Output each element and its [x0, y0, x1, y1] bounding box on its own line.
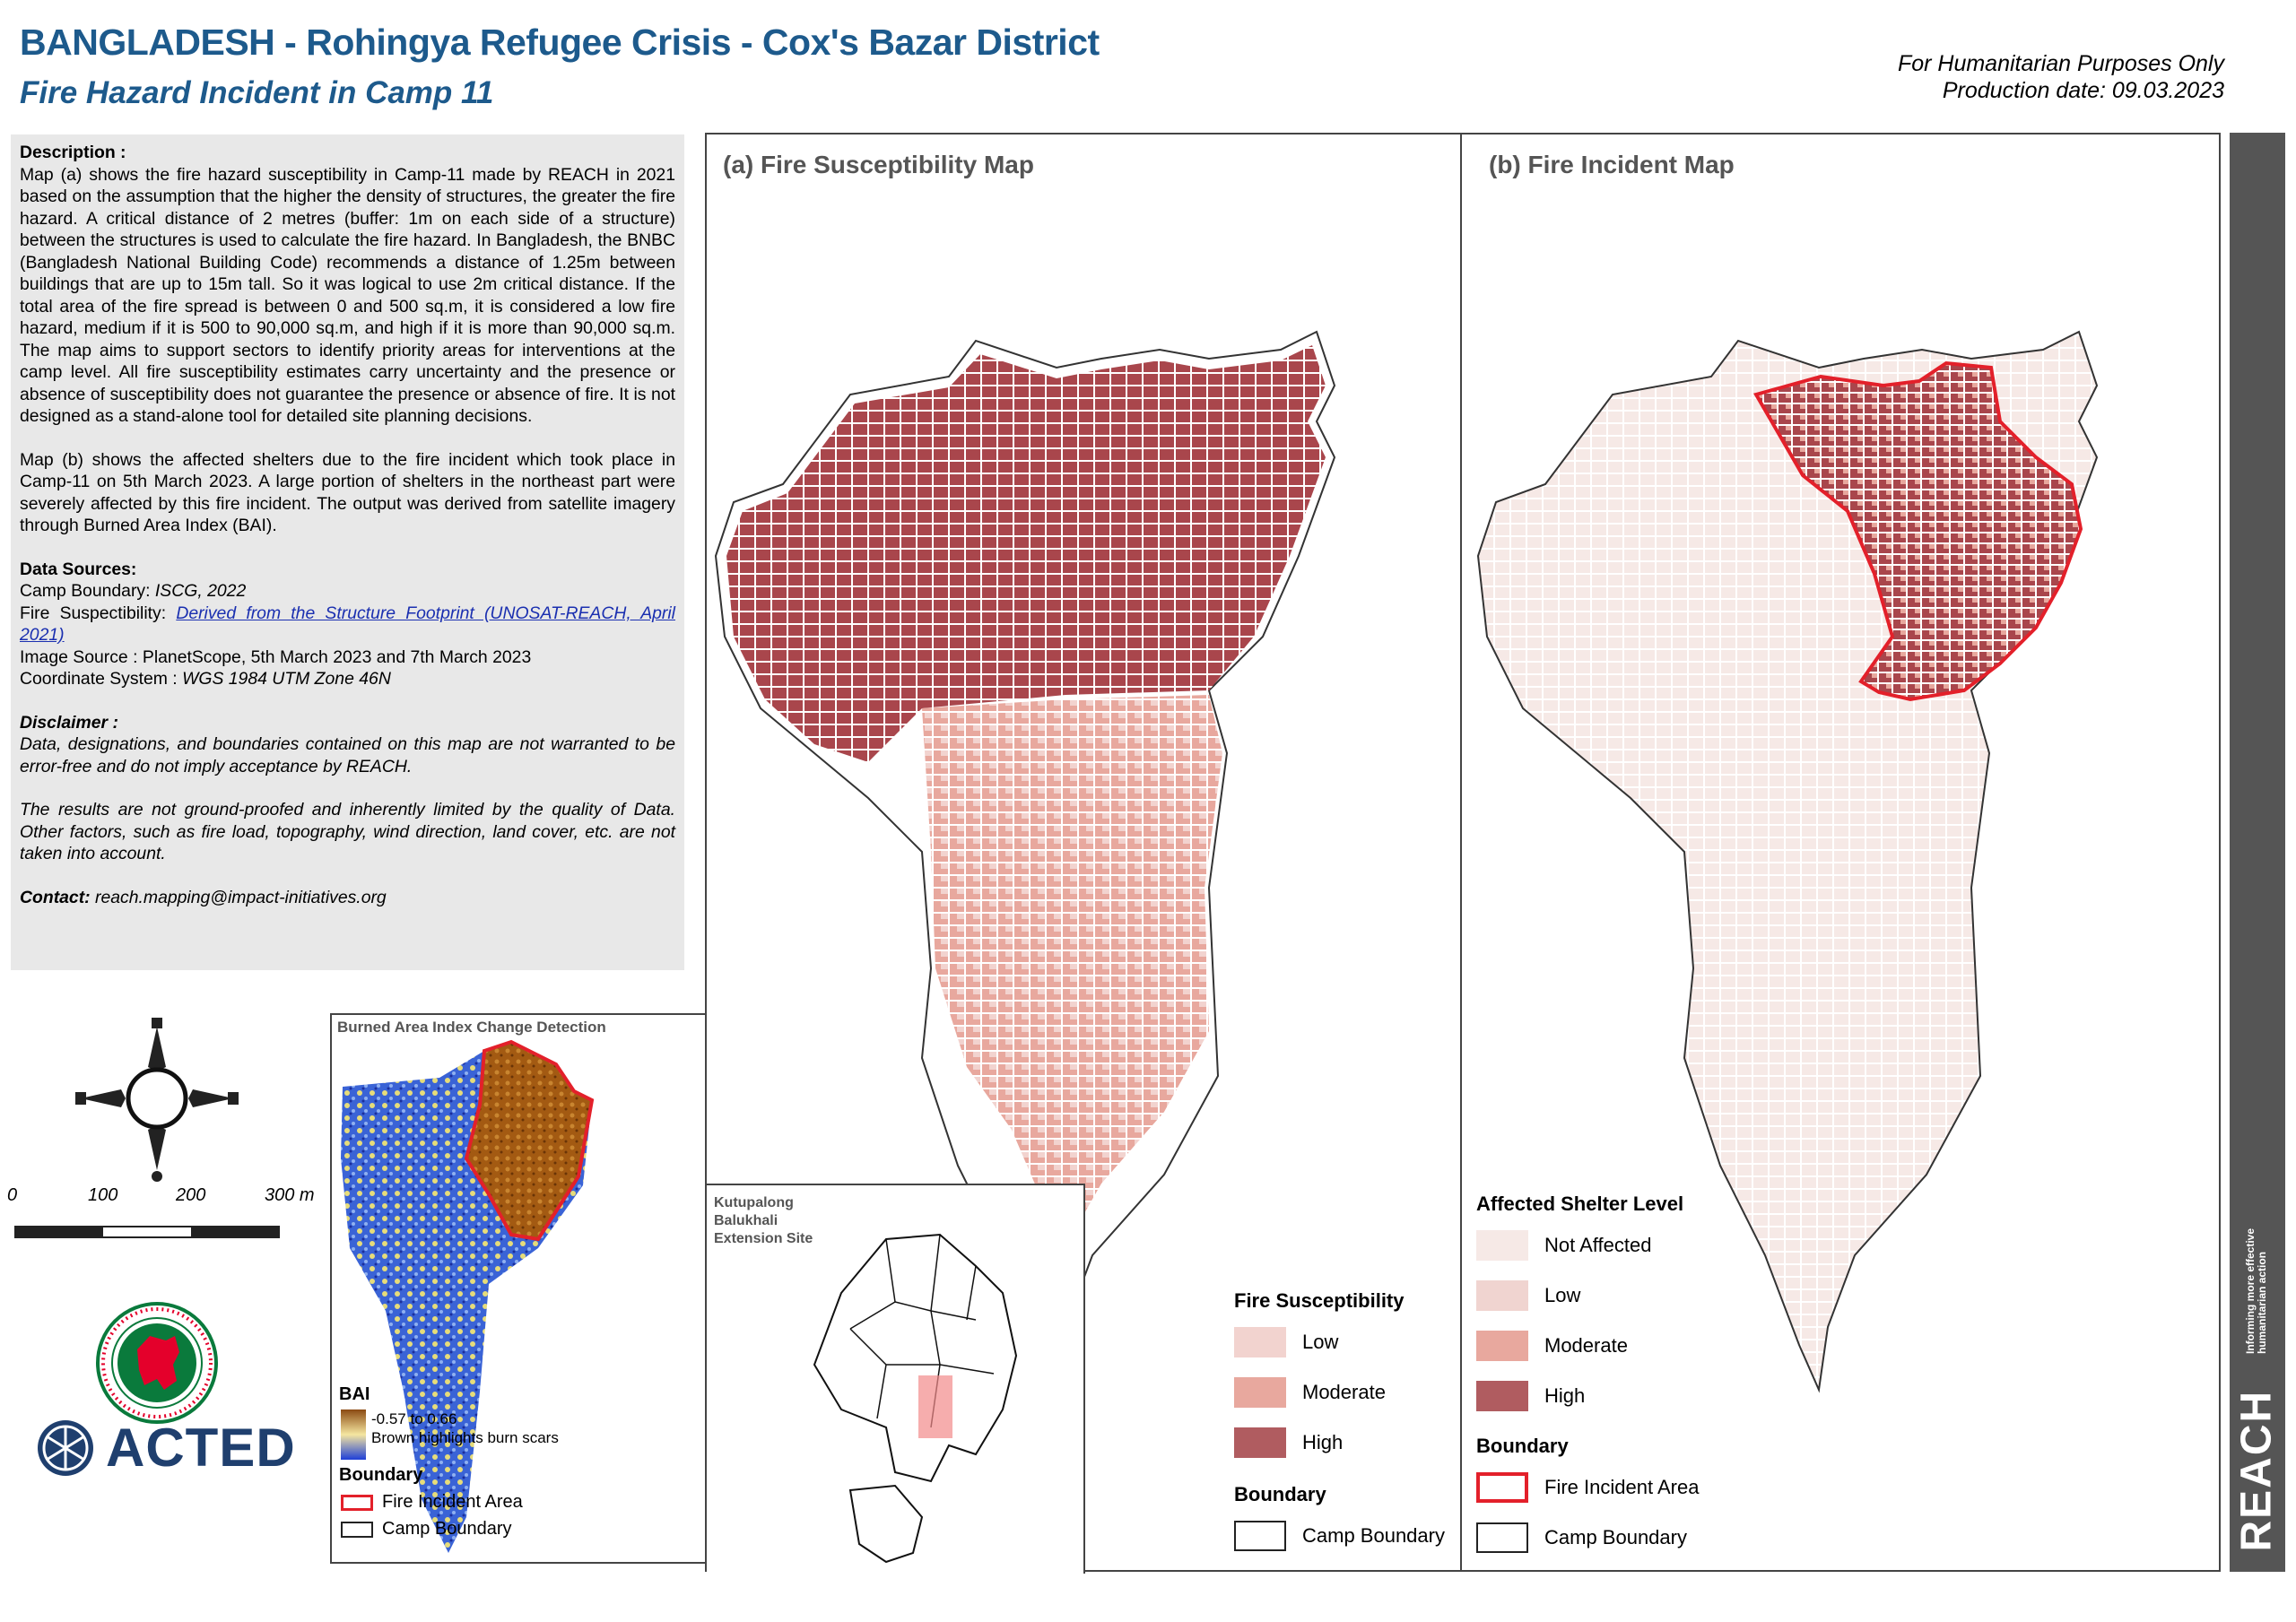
map-b-moderate-label: Moderate: [1544, 1334, 1628, 1357]
map-b-legend-moderate: Moderate: [1476, 1331, 1628, 1361]
scale-bar: [14, 1226, 280, 1238]
reach-logo-text: REACH: [2232, 1389, 2281, 1552]
map-b-boundary-title: Boundary: [1476, 1435, 1569, 1457]
bai-color-ramp: [341, 1409, 366, 1460]
image-source: Image Source : PlanetScope, 5th March 20…: [20, 646, 532, 667]
bai-legend-camp: Camp Boundary: [341, 1519, 512, 1540]
sources-heading: Data Sources:: [20, 559, 137, 579]
description-heading: Description :: [20, 143, 126, 162]
scale-labels: 0 100 200 300 m: [0, 1185, 323, 1212]
bai-map-title: Burned Area Index Change Detection: [337, 1019, 606, 1036]
scale-label-200: 200: [176, 1185, 206, 1205]
map-b-legend-not-affected: Not Affected: [1476, 1230, 1651, 1261]
map-b-camp-label: Camp Boundary: [1544, 1526, 1687, 1548]
map-b-legend-camp: Camp Boundary: [1476, 1522, 1687, 1553]
swatch-high: [1234, 1427, 1286, 1458]
bai-map-panel: Burned Area Index Change Detection BAI -…: [330, 1013, 707, 1564]
map-a-legend-low: Low: [1234, 1327, 1338, 1357]
bai-legend-title: BAI: [339, 1384, 370, 1404]
scale-label-0: 0: [7, 1185, 18, 1205]
map-a-moderate-label: Moderate: [1302, 1381, 1386, 1403]
map-title: BANGLADESH - Rohingya Refugee Crisis - C…: [20, 22, 1100, 63]
map-b-legend-title: Affected Shelter Level: [1476, 1193, 1684, 1215]
fire-susc-label: Fire Suspectibility:: [20, 603, 177, 623]
disclaimer-heading: Disclaimer :: [20, 712, 118, 733]
map-subtitle: Fire Hazard Incident in Camp 11: [20, 75, 494, 110]
swatch-b-high: [1476, 1381, 1528, 1411]
map-b-title: (b) Fire Incident Map: [1489, 151, 1735, 178]
description-panel: Description : Map (a) shows the fire haz…: [11, 134, 684, 970]
reach-sidebar: REACH Informing more effective humanitar…: [2230, 133, 2285, 1572]
swatch-low: [1234, 1327, 1286, 1357]
map-a-low-label: Low: [1302, 1331, 1339, 1353]
camp-boundary-label: Camp Boundary:: [20, 581, 155, 601]
fire-swatch: [341, 1494, 373, 1511]
bangladesh-gov-seal-icon: [96, 1302, 218, 1424]
reach-logo: REACH: [2231, 1330, 2283, 1563]
map-b-fire-label: Fire Incident Area: [1544, 1476, 1700, 1498]
acted-logo-text: ACTED: [106, 1418, 296, 1478]
map-b-legend-high: High: [1476, 1381, 1585, 1411]
bai-camp-label: Camp Boundary: [382, 1519, 512, 1539]
north-arrow-icon: [75, 1018, 239, 1182]
reach-tagline: Informing more effective humanitarian ac…: [2244, 1227, 2268, 1354]
map-a-legend-camp: Camp Boundary: [1234, 1521, 1445, 1551]
scale-label-100: 100: [88, 1185, 118, 1205]
acted-globe-icon: [38, 1420, 93, 1476]
camp-boundary-value: ISCG, 2022: [154, 581, 247, 601]
contact-email: reach.mapping@impact-initiatives.org: [95, 887, 387, 907]
map-a-title: (a) Fire Susceptibility Map: [723, 151, 1034, 178]
inset-title: Kutupalong Balukhali Extension Site: [714, 1195, 813, 1246]
map-b-panel: (b) Fire Incident Map Affected Shelter L…: [1460, 133, 2221, 1572]
swatch-b-low: [1476, 1280, 1528, 1311]
bai-fire-label: Fire Incident Area: [382, 1492, 523, 1512]
map-b-legend-low: Low: [1476, 1280, 1580, 1311]
map-a-panel: (a) Fire Susceptibility Map Kutupalong B…: [705, 133, 1462, 1574]
bai-range: -0.57 to 0.66: [371, 1410, 457, 1427]
scale-label-300: 300 m: [265, 1185, 315, 1205]
map-b-legend-fire: Fire Incident Area: [1476, 1472, 1699, 1503]
fire-incident-map: [1476, 330, 2099, 1393]
kutupalong-inset-map: [813, 1233, 1018, 1564]
map-a-legend-moderate: Moderate: [1234, 1377, 1386, 1408]
bai-note: Brown highlights burn scars: [371, 1429, 559, 1446]
map-b-low-label: Low: [1544, 1284, 1581, 1306]
map-a-legend-high: High: [1234, 1427, 1343, 1458]
description-para-2: Map (b) shows the affected shelters due …: [20, 449, 675, 536]
humanitarian-note: For Humanitarian Purposes Only Productio…: [1898, 50, 2224, 104]
description-para-1: Map (a) shows the fire hazard susceptibi…: [20, 164, 675, 427]
disclaimer-1: Data, designations, and boundaries conta…: [20, 734, 675, 776]
inset-map: Kutupalong Balukhali Extension Site: [707, 1184, 1085, 1574]
fire-susceptibility-map: [714, 330, 1336, 1393]
bai-legend-text: -0.57 to 0.66 Brown highlights burn scar…: [371, 1409, 559, 1447]
humanitarian-text: For Humanitarian Purposes Only: [1897, 51, 2224, 76]
production-date: Production date: 09.03.2023: [1942, 78, 2224, 103]
swatch-b-camp: [1476, 1522, 1528, 1553]
map-b-not-affected-label: Not Affected: [1544, 1234, 1652, 1256]
fire-susc-link[interactable]: Derived from the Structure Footprint (UN…: [20, 603, 675, 646]
disclaimer-2: The results are not ground-proofed and i…: [20, 800, 675, 863]
map-b-high-label: High: [1544, 1384, 1586, 1407]
bai-raster-map: [341, 1039, 595, 1553]
camp-swatch: [341, 1521, 373, 1538]
swatch-b-moderate: [1476, 1331, 1528, 1361]
swatch-moderate: [1234, 1377, 1286, 1408]
map-a-high-label: High: [1302, 1431, 1344, 1453]
map-a-legend-title: Fire Susceptibility: [1234, 1289, 1405, 1312]
swatch-fire-area: [1476, 1472, 1528, 1503]
swatch-not-affected: [1476, 1230, 1528, 1261]
coord-value: WGS 1984 UTM Zone 46N: [182, 669, 391, 689]
coord-label: Coordinate System :: [20, 669, 183, 689]
contact-label: Contact:: [20, 887, 96, 907]
bai-boundary-title: Boundary: [339, 1465, 423, 1485]
bai-legend-fire: Fire Incident Area: [341, 1492, 523, 1513]
map-a-camp-label: Camp Boundary: [1302, 1524, 1445, 1547]
map-a-boundary-title: Boundary: [1234, 1483, 1326, 1505]
swatch-camp-boundary: [1234, 1521, 1286, 1551]
